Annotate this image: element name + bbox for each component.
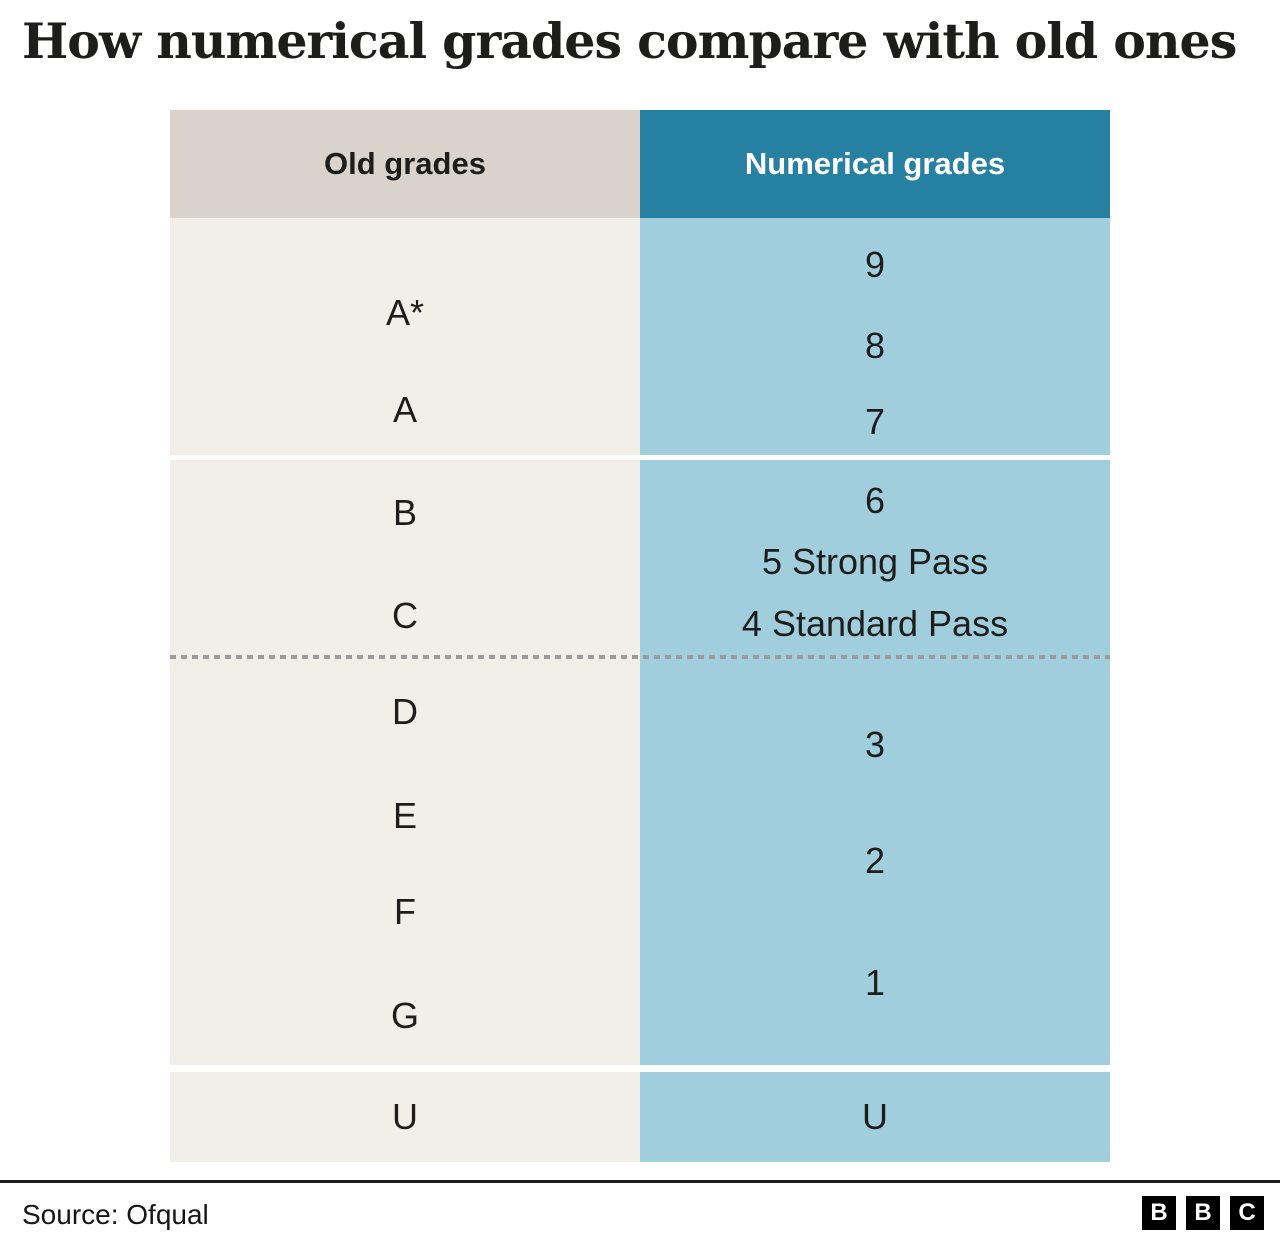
- table-section-defg: D E F G 3 2 1: [170, 655, 1110, 1065]
- footer-divider: [0, 1180, 1280, 1183]
- bbc-logo-block: C: [1230, 1196, 1264, 1230]
- grade-label-old: C: [392, 594, 418, 636]
- numerical-grades-cell-defg: 3 2 1: [640, 657, 1110, 1065]
- bbc-logo-block: B: [1186, 1196, 1220, 1230]
- source-attribution: Source: Ofqual: [22, 1199, 209, 1230]
- old-grades-cell-a: A* A: [170, 218, 640, 455]
- numerical-grades-cell-bc: 6 5 Strong Pass 4 Standard Pass: [640, 460, 1110, 657]
- table-section-a: A* A 9 8 7: [170, 218, 1110, 455]
- grade-label-old: A: [392, 388, 418, 430]
- grade-label-numerical: 2: [864, 840, 886, 881]
- grade-label-numerical: 5 Strong Pass: [761, 541, 989, 583]
- grade-label-numerical: 4 Standard Pass: [741, 602, 1009, 644]
- column-header-numerical-grades: Numerical grades: [640, 110, 1110, 218]
- grade-label-numerical: U: [862, 1096, 888, 1137]
- grade-label-numerical: 9: [864, 244, 886, 286]
- bbc-logo-block: B: [1142, 1196, 1176, 1230]
- old-grades-cell-defg: D E F G: [170, 657, 640, 1065]
- table-header-row: Old grades Numerical grades: [170, 110, 1110, 218]
- bbc-logo: B B C: [1142, 1196, 1264, 1230]
- grade-label-old: E: [392, 795, 418, 837]
- grade-label-numerical: 1: [864, 962, 886, 1004]
- grade-label-numerical: 7: [864, 400, 886, 442]
- grade-label-old: G: [390, 995, 420, 1037]
- grade-label-numerical: 3: [864, 723, 886, 765]
- column-header-old-grades: Old grades: [170, 110, 640, 218]
- table-section-bc: B C 6 5 Strong Pass 4 Standard Pass: [170, 460, 1110, 657]
- page-title: How numerical grades compare with old on…: [22, 12, 1237, 70]
- grade-comparison-table: Old grades Numerical grades A* A 9 8 7 B…: [170, 110, 1110, 1162]
- old-grades-cell-u: U: [170, 1072, 640, 1162]
- old-grades-cell-bc: B C: [170, 460, 640, 657]
- table-section-u: U U: [170, 1072, 1110, 1162]
- grade-label-numerical: 6: [864, 480, 886, 522]
- numerical-grades-cell-a: 9 8 7: [640, 218, 1110, 455]
- grade-label-old: U: [392, 1096, 418, 1137]
- numerical-grades-cell-u: U: [640, 1072, 1110, 1162]
- grade-label-old: B: [392, 492, 418, 534]
- grade-label-old: A*: [385, 291, 425, 333]
- grade-label-numerical: 8: [864, 324, 886, 366]
- pass-threshold-divider: [170, 655, 1110, 659]
- grade-label-old: F: [394, 891, 416, 932]
- grade-label-old: D: [392, 691, 418, 733]
